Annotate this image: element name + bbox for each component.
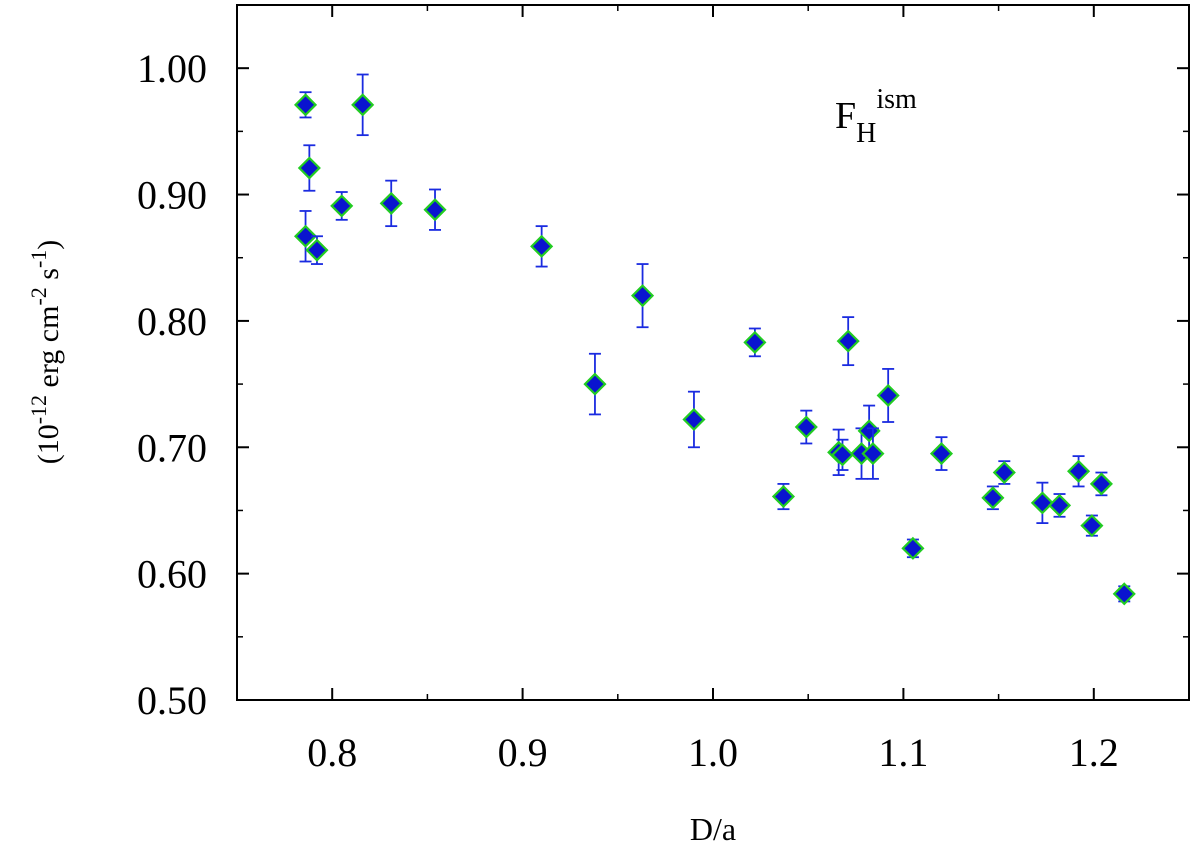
annotation-main: F (835, 95, 856, 137)
annotation-subscript: H (856, 118, 876, 149)
data-point (1047, 493, 1072, 518)
diamond-marker (981, 486, 1005, 510)
y-tick-label: 0.50 (137, 678, 207, 723)
diamond-marker (630, 284, 655, 308)
diamond-marker (876, 383, 900, 408)
data-point (330, 191, 354, 221)
diamond-marker (743, 330, 767, 354)
data-point (830, 438, 855, 471)
diamond-marker (423, 198, 447, 222)
diamond-marker (1080, 514, 1104, 538)
x-tick-label: 0.9 (498, 730, 548, 775)
diamond-marker (1089, 472, 1113, 496)
x-tick-label: 1.1 (878, 730, 928, 775)
diamond-marker (836, 329, 860, 353)
diamond-marker (771, 484, 796, 509)
data-point (929, 436, 954, 471)
diamond-marker (929, 442, 954, 466)
y-axis-title: (10-12 erg cm-2 s-1) (26, 240, 65, 465)
data-point (1089, 471, 1113, 497)
diamond-marker (330, 194, 354, 218)
data-point (861, 427, 885, 480)
diamond-marker (901, 536, 925, 560)
plot-frame (236, 4, 1190, 701)
y-tick-label: 0.60 (137, 552, 207, 597)
data-point (771, 483, 796, 511)
diamond-marker (351, 93, 375, 117)
diamond-marker (1112, 582, 1136, 606)
x-tick-label: 1.0 (688, 730, 738, 775)
y-tick-label: 0.70 (137, 425, 207, 470)
diamond-marker (830, 443, 855, 467)
data-point (682, 390, 706, 449)
data-point (630, 263, 655, 329)
annotation-label: FHism (835, 84, 917, 149)
data-point (1112, 582, 1136, 606)
y-tick-label: 1.00 (137, 46, 207, 91)
data-points (293, 73, 1136, 606)
diamond-marker (530, 234, 554, 258)
diamond-marker (293, 93, 318, 117)
y-tick-label: 0.90 (137, 173, 207, 218)
data-point (794, 409, 818, 445)
data-point (836, 316, 860, 367)
x-tick-label: 1.2 (1069, 730, 1119, 775)
x-tick-label: 0.8 (307, 730, 357, 775)
data-point (1067, 455, 1091, 488)
diamond-marker (379, 191, 403, 215)
data-point (1080, 514, 1104, 538)
diamond-marker (1047, 493, 1072, 517)
data-point (293, 210, 318, 263)
data-point (901, 536, 925, 560)
annotation-superscript: ism (876, 84, 917, 115)
data-point (293, 91, 318, 119)
data-point (530, 225, 554, 268)
axis-ticks: 0.8 0.9 1.0 1.1 1.2 0.50 0.60 0.70 0.80 0.90 1.00 (137, 4, 1190, 775)
diamond-marker (305, 238, 329, 262)
data-point (992, 460, 1016, 485)
diamond-marker (992, 460, 1016, 485)
data-point (981, 485, 1005, 511)
data-point (583, 352, 607, 416)
diamond-marker (682, 407, 706, 432)
data-point (1030, 481, 1054, 524)
x-axis-title: D/a (690, 811, 736, 847)
diamond-marker (297, 156, 321, 180)
data-point (297, 144, 321, 192)
data-point (305, 235, 329, 265)
data-point (743, 327, 767, 358)
diamond-marker (794, 415, 818, 439)
diamond-marker (861, 442, 885, 466)
diamond-marker (583, 372, 607, 396)
diamond-marker (1030, 491, 1054, 515)
y-tick-label: 0.80 (137, 299, 207, 344)
data-point (876, 368, 900, 423)
data-point (423, 188, 447, 231)
diamond-marker (1067, 459, 1091, 483)
data-point (351, 73, 375, 137)
data-point (379, 179, 403, 228)
diamond-marker (293, 224, 318, 248)
